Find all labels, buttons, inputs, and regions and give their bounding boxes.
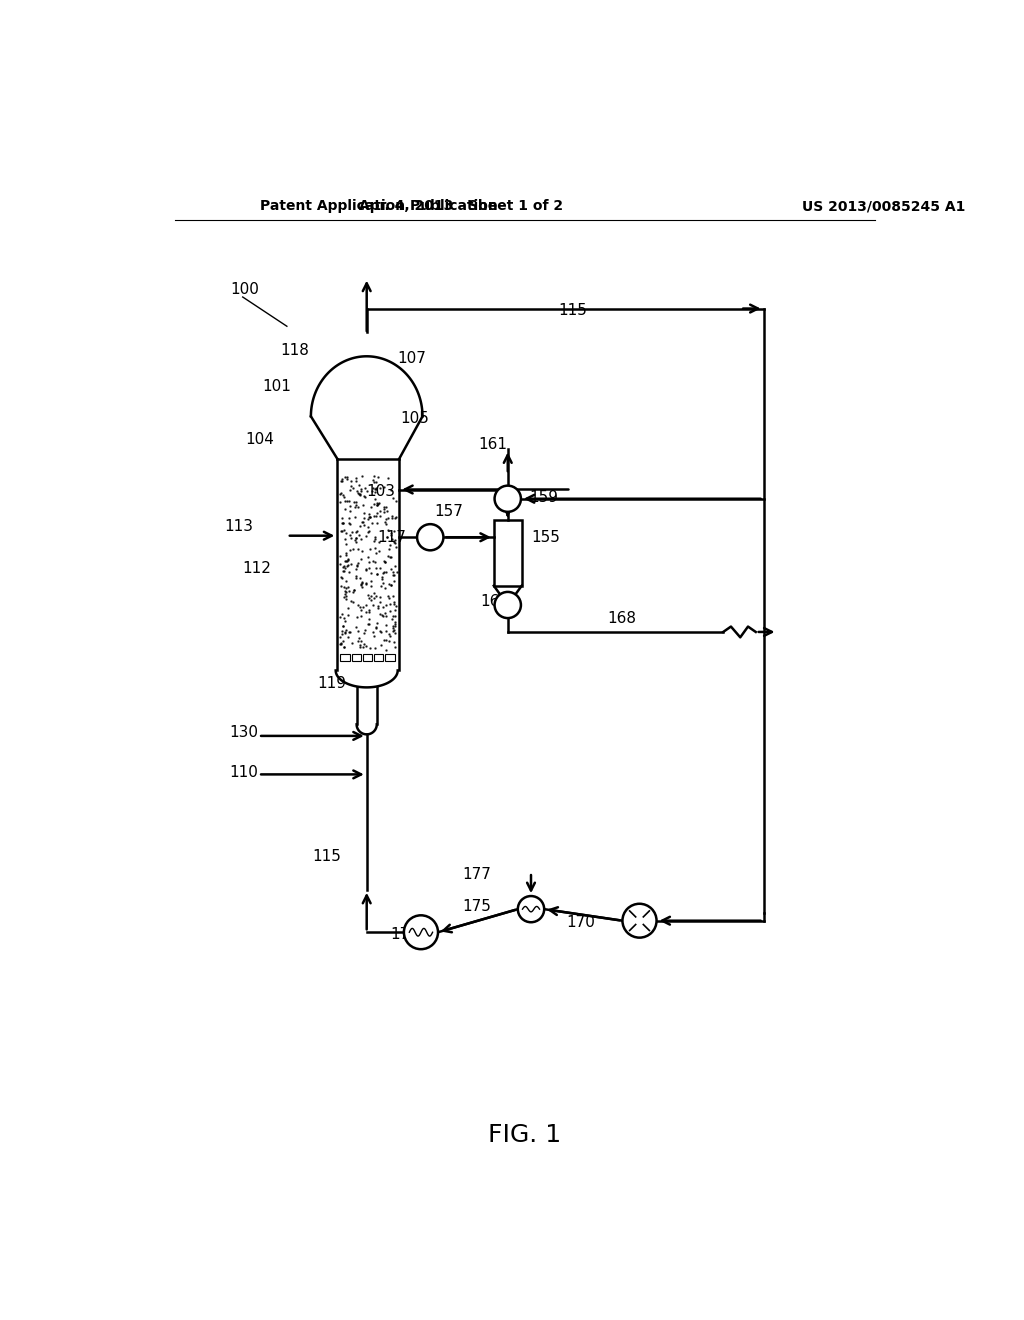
- Text: 159: 159: [529, 490, 558, 504]
- Text: 110: 110: [229, 766, 258, 780]
- Circle shape: [495, 591, 521, 618]
- Text: 113: 113: [224, 519, 254, 535]
- Circle shape: [417, 524, 443, 550]
- Text: 100: 100: [230, 281, 259, 297]
- Text: V: V: [425, 531, 435, 544]
- Bar: [351, 653, 361, 661]
- Text: 157: 157: [434, 503, 463, 519]
- Text: 168: 168: [607, 611, 636, 627]
- Text: 103: 103: [367, 483, 395, 499]
- Circle shape: [623, 904, 656, 937]
- Bar: [340, 653, 350, 661]
- Text: Apr. 4, 2013   Sheet 1 of 2: Apr. 4, 2013 Sheet 1 of 2: [359, 199, 563, 213]
- Bar: [494, 520, 521, 586]
- Text: FIG. 1: FIG. 1: [488, 1123, 561, 1147]
- Text: 105: 105: [400, 411, 430, 426]
- Text: US 2013/0085245 A1: US 2013/0085245 A1: [802, 199, 966, 213]
- Bar: [374, 653, 383, 661]
- Circle shape: [518, 896, 544, 923]
- Bar: [385, 653, 394, 661]
- Text: 171: 171: [390, 927, 419, 942]
- Text: 112: 112: [243, 561, 271, 576]
- Text: 107: 107: [397, 351, 427, 366]
- Text: 115: 115: [558, 304, 587, 318]
- Text: 101: 101: [262, 379, 291, 393]
- Text: 167: 167: [480, 594, 510, 609]
- Text: 175: 175: [463, 899, 492, 915]
- Text: Patent Application Publication: Patent Application Publication: [260, 199, 498, 213]
- Text: 155: 155: [531, 529, 560, 545]
- Text: 119: 119: [317, 676, 346, 692]
- Text: V: V: [503, 598, 513, 611]
- Text: 118: 118: [281, 343, 309, 359]
- Text: V: V: [503, 492, 513, 506]
- Text: 130: 130: [229, 725, 258, 739]
- Text: 177: 177: [463, 867, 492, 882]
- Text: 115: 115: [312, 849, 341, 863]
- Bar: [362, 653, 373, 661]
- Text: 117: 117: [378, 529, 407, 545]
- Text: 161: 161: [478, 437, 507, 453]
- Text: 104: 104: [245, 432, 273, 447]
- Text: 170: 170: [566, 915, 596, 929]
- Circle shape: [403, 915, 438, 949]
- Circle shape: [495, 486, 521, 512]
